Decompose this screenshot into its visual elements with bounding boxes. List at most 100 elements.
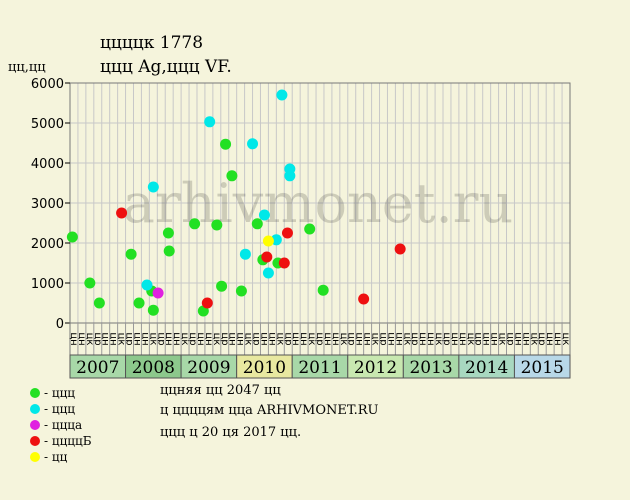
- data-point: [394, 243, 406, 255]
- legend-item: - ццца: [30, 417, 82, 433]
- grid-layer: [70, 82, 570, 355]
- data-point: [93, 297, 105, 309]
- month-label: цр: [314, 332, 325, 345]
- month-label: цн: [385, 332, 396, 345]
- data-point: [262, 235, 274, 247]
- data-point: [133, 297, 145, 309]
- legend-label: - ццц: [44, 402, 76, 416]
- legend-label: - ццц: [44, 386, 76, 400]
- month-label: цк: [465, 333, 476, 346]
- data-point: [163, 245, 175, 257]
- month-label: цр: [124, 332, 135, 345]
- month-label: цр: [187, 332, 198, 345]
- year-label: 2010: [243, 358, 286, 378]
- month-label: цн: [76, 332, 87, 345]
- month-label: цн: [266, 332, 277, 345]
- month-label: цк: [306, 333, 317, 346]
- month-label: цн: [520, 332, 531, 345]
- month-label: цр: [155, 332, 166, 345]
- data-point: [152, 287, 164, 299]
- month-label: цк: [274, 333, 285, 346]
- month-label: цн: [481, 332, 492, 345]
- data-point: [147, 181, 159, 193]
- legend-marker: [30, 436, 40, 446]
- month-label: цн: [298, 332, 309, 345]
- year-label: 2013: [409, 358, 452, 378]
- legend-marker: [30, 388, 40, 398]
- month-label: цн: [552, 332, 563, 345]
- month-label: цк: [560, 333, 571, 346]
- month-label: цр: [409, 332, 420, 345]
- month-label: цк: [433, 333, 444, 346]
- data-point: [284, 170, 296, 182]
- year-label: 2008: [132, 358, 175, 378]
- y-tick-label: 0: [56, 317, 64, 332]
- month-label: цн: [322, 332, 333, 345]
- data-point: [189, 218, 201, 230]
- month-label: цн: [425, 332, 436, 345]
- y-axis-label: цц,цц: [8, 60, 46, 75]
- y-tick-label: 1000: [31, 277, 64, 292]
- month-label: цн: [457, 332, 468, 345]
- month-label: цр: [251, 332, 262, 345]
- axis-layer: 0 1000 2000 3000 4000 5000 6000: [31, 77, 571, 332]
- year-label: 2007: [76, 358, 119, 378]
- month-label: цр: [219, 332, 230, 345]
- month-label: цк: [401, 333, 412, 346]
- month-label: цн: [393, 332, 404, 345]
- data-point: [278, 257, 290, 269]
- month-label: цр: [504, 332, 515, 345]
- month-label: цн: [290, 332, 301, 345]
- note-line-3: ццц ц 20 ця 2017 цц.: [160, 425, 302, 440]
- month-label: цк: [243, 333, 254, 346]
- data-point: [304, 223, 316, 235]
- month-label: цк: [211, 333, 222, 346]
- month-label: цн: [354, 332, 365, 345]
- month-label: цк: [497, 333, 508, 346]
- chart-canvas: arhivmonet.ru 0100020003000400050006000 …: [31, 77, 571, 379]
- data-point: [66, 231, 78, 243]
- month-label: цн: [203, 332, 214, 345]
- month-label-layer: цнцнцкцрцнцнцкцрцнцнцкцрцнцнцкцрцнцнцкцр…: [68, 322, 571, 356]
- watermark: arhivmonet.ru: [123, 172, 513, 235]
- month-label: цн: [108, 332, 119, 345]
- legend-label: - ццца: [44, 418, 83, 432]
- month-label: цр: [92, 332, 103, 345]
- month-label: цк: [84, 333, 95, 346]
- data-point: [216, 280, 228, 292]
- legend-marker: [30, 420, 40, 430]
- month-label: цн: [512, 332, 523, 345]
- data-point: [147, 304, 159, 316]
- month-label: цн: [139, 332, 150, 345]
- month-label: цн: [235, 332, 246, 345]
- month-label: цн: [195, 332, 206, 345]
- legend-item: - ццц: [30, 401, 75, 417]
- month-label: цн: [163, 332, 174, 345]
- legend-marker: [30, 404, 40, 414]
- year-band-layer: 2007 2008 2009 2010 2011 2012 2013 2014 2015: [69, 354, 571, 379]
- month-label: цк: [370, 333, 381, 346]
- data-point: [276, 89, 288, 101]
- year-label: 2014: [465, 358, 508, 378]
- month-label: цк: [338, 333, 349, 346]
- year-label: 2015: [521, 358, 564, 378]
- month-label: цр: [536, 332, 547, 345]
- note-line-2: ц ццццям цца ARHIVMONET.RU: [160, 403, 379, 418]
- data-point: [317, 284, 329, 296]
- data-point: [211, 219, 223, 231]
- month-label: цн: [330, 332, 341, 345]
- data-point: [239, 248, 251, 260]
- points-layer: [66, 89, 406, 317]
- month-label: цн: [100, 332, 111, 345]
- chart-title: ццццк 1778: [100, 33, 204, 53]
- month-label: цк: [179, 333, 190, 346]
- month-label: цн: [544, 332, 555, 345]
- note-line-1: ццняя цц 2047 цц: [160, 383, 281, 398]
- data-point: [204, 116, 216, 128]
- month-label: цн: [258, 332, 269, 345]
- legend-item: - ццц: [30, 385, 75, 401]
- month-label: цн: [449, 332, 460, 345]
- data-point: [226, 170, 238, 182]
- legend-marker: [30, 452, 40, 462]
- month-label: цн: [131, 332, 142, 345]
